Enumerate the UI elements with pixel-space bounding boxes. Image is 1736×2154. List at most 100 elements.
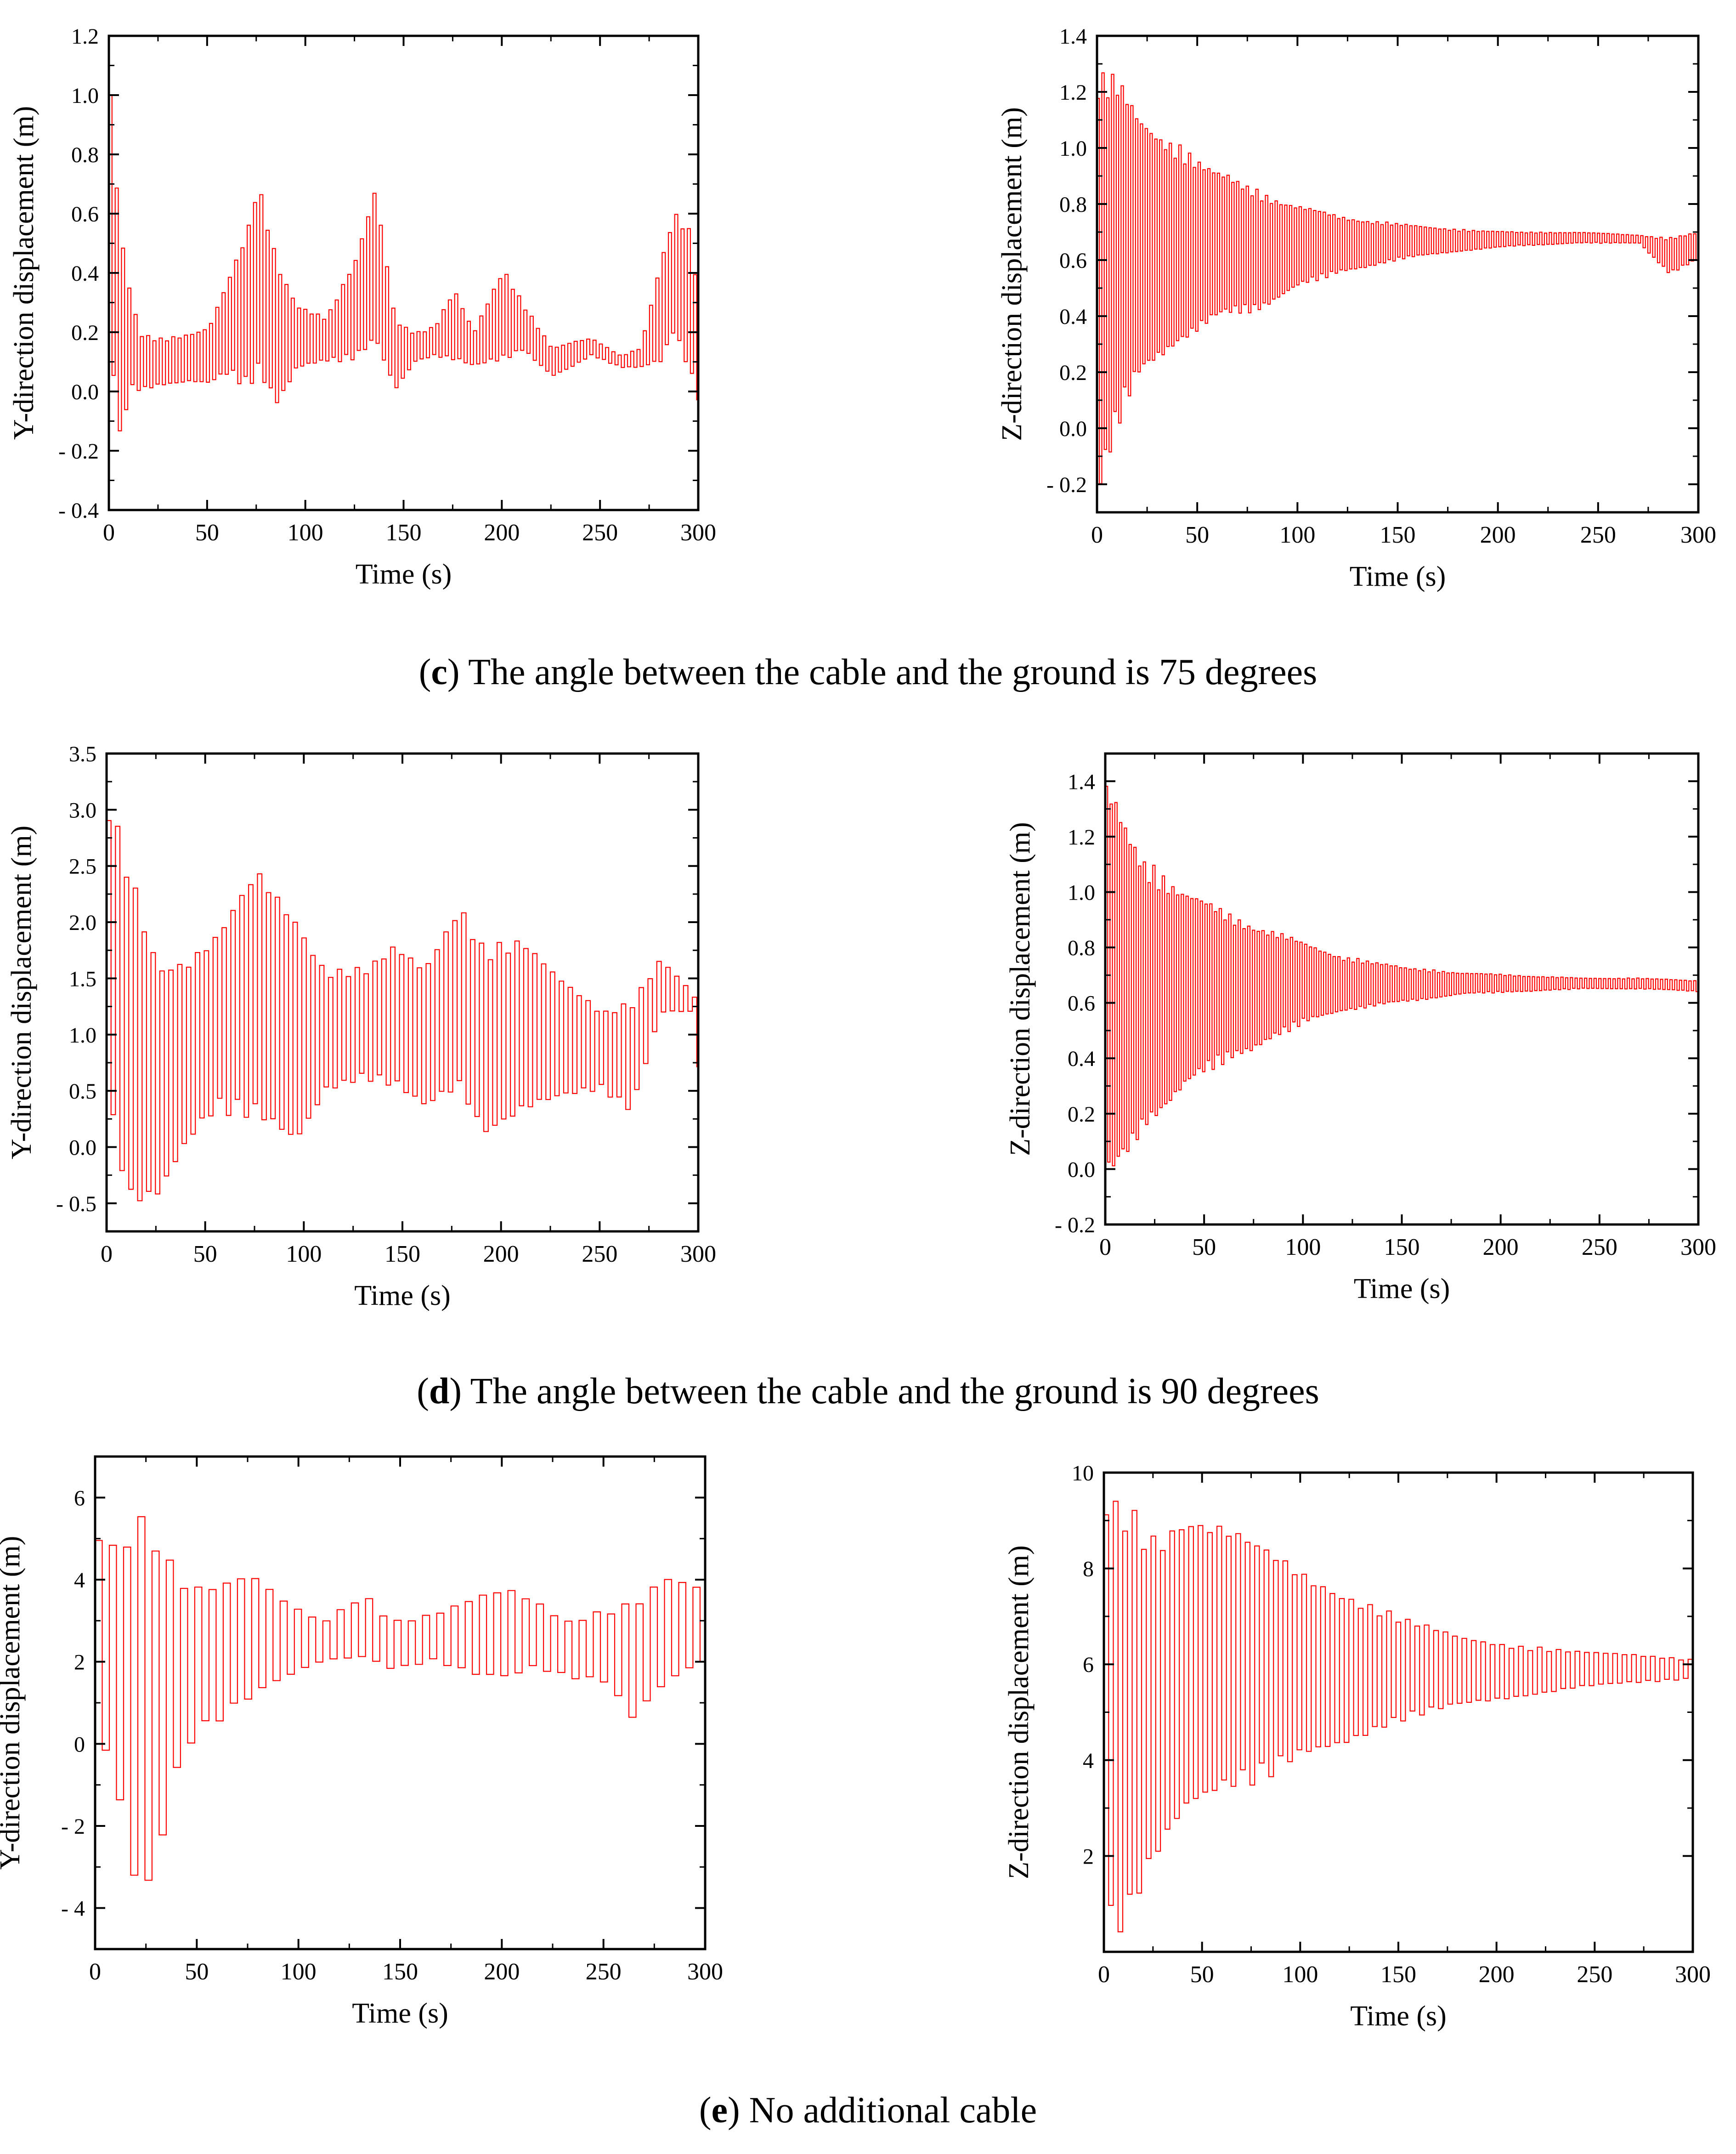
- y-tick-label: 2.0: [69, 911, 96, 935]
- y-tick-label: 0.8: [1068, 936, 1095, 960]
- x-tick-label: 150: [1384, 1234, 1420, 1260]
- y-tick-label: - 0.2: [1046, 473, 1087, 497]
- series-line: [1105, 786, 1698, 1167]
- y-tick-label: 0.0: [69, 1135, 96, 1160]
- x-tick-label: 50: [1190, 1961, 1214, 1988]
- y-tick-label: 1.5: [69, 967, 96, 991]
- x-axis-label: Time (s): [1354, 1273, 1450, 1304]
- x-tick-label: 150: [385, 1241, 420, 1267]
- y-tick-label: 4: [1083, 1749, 1094, 1773]
- x-tick-label: 250: [586, 1959, 622, 1985]
- series-e-z: [1104, 1501, 1693, 1933]
- y-tick-label: 0.8: [1059, 193, 1087, 217]
- x-tick-label: 0: [1091, 522, 1103, 548]
- x-tick-label: 50: [1185, 522, 1209, 548]
- x-tick-label: 100: [286, 1241, 322, 1267]
- y-tick-label: 0.8: [71, 143, 99, 167]
- y-tick-label: 2.5: [69, 855, 96, 879]
- y-tick-label: 1.2: [1059, 80, 1087, 105]
- y-tick-label: - 4: [61, 1897, 85, 1921]
- x-axis-label: Time (s): [354, 1280, 451, 1311]
- y-axis-label: Z-direction displacement (m): [996, 107, 1028, 441]
- y-tick-label: - 0.4: [58, 499, 99, 523]
- x-tick-label: 200: [1480, 522, 1516, 548]
- x-tick-label: 200: [1483, 1234, 1519, 1260]
- y-tick-label: 3.5: [69, 742, 96, 766]
- caption-e: (e) No additional cable: [699, 2090, 1037, 2131]
- x-tick-label: 200: [484, 1959, 520, 1985]
- x-tick-label: 200: [484, 520, 520, 546]
- y-tick-label: 1.0: [1068, 880, 1095, 905]
- y-tick-label: 1.4: [1068, 770, 1095, 794]
- x-tick-label: 100: [1279, 522, 1315, 548]
- x-tick-label: 200: [483, 1241, 519, 1267]
- y-tick-label: 1.2: [71, 24, 99, 49]
- series-line: [109, 94, 697, 431]
- x-tick-label: 100: [1285, 1234, 1321, 1260]
- x-axis-label: Time (s): [352, 1998, 448, 2029]
- y-tick-label: - 0.2: [58, 439, 99, 464]
- y-tick-label: 10: [1072, 1461, 1094, 1485]
- y-tick-label: 1.0: [71, 84, 99, 108]
- series-d-z: [1105, 786, 1698, 1167]
- y-tick-label: 1.2: [1068, 825, 1095, 850]
- y-tick-label: 2: [1083, 1844, 1094, 1869]
- x-tick-label: 300: [1680, 522, 1716, 548]
- chart-c-y: 0 50 100 150 200 250 300 - 0.4 - 0.2 0.0 0.2 0.4 0.6…: [8, 24, 716, 590]
- x-tick-label: 250: [1580, 522, 1616, 548]
- caption-d-text: The angle between the cable and the grou…: [470, 1371, 1319, 1411]
- x-tick-label: 250: [1582, 1234, 1617, 1260]
- caption-c-text: The angle between the cable and the grou…: [468, 652, 1318, 692]
- x-axis-label: Time (s): [1350, 2001, 1447, 2032]
- y-tick-label: 1.4: [1059, 24, 1087, 49]
- x-tick-label: 300: [1675, 1961, 1711, 1988]
- chart-e-y: 0 50 100 150 200 250 300 - 4 - 2 0 2 4 6 Time (s) Y-di…: [0, 1455, 723, 2029]
- x-tick-label: 250: [582, 520, 618, 546]
- caption-d: (d) The angle between the cable and the …: [417, 1371, 1319, 1411]
- chart-e-z: 0 50 100 150 200 250 300 2 4 6 8 10 Time (s) Z-direct…: [1003, 1461, 1711, 2032]
- x-tick-label: 0: [103, 520, 115, 546]
- y-tick-label: 6: [1083, 1653, 1094, 1677]
- y-axis-label: Y-direction displacement (m): [6, 826, 37, 1160]
- caption-e-letter: e: [711, 2090, 728, 2131]
- series-line: [95, 1516, 701, 1881]
- x-tick-label: 50: [185, 1959, 209, 1985]
- y-axis-label: Z-direction displacement (m): [1003, 1545, 1035, 1879]
- y-tick-label: - 0.5: [56, 1192, 96, 1216]
- x-tick-label: 0: [89, 1959, 101, 1985]
- series-line: [1104, 1501, 1693, 1933]
- x-tick-label: 50: [193, 1241, 217, 1267]
- series-c-y: [109, 94, 697, 431]
- y-tick-label: 0.2: [1068, 1102, 1095, 1127]
- y-tick-label: 0: [74, 1732, 85, 1757]
- x-axis-label: Time (s): [356, 559, 452, 590]
- x-tick-label: 200: [1479, 1961, 1515, 1988]
- y-tick-label: 0.2: [1059, 361, 1087, 385]
- series-line: [107, 820, 697, 1202]
- chart-c-z: 0 50 100 150 200 250 300 - 0.2 0.0 0.2 0.4 0.6 0.8 1.…: [996, 24, 1716, 592]
- y-tick-label: 0.4: [71, 261, 99, 286]
- x-tick-label: 300: [1680, 1234, 1716, 1260]
- y-tick-label: 0.4: [1068, 1047, 1095, 1071]
- y-axis-label: Y-direction displacement (m): [8, 106, 40, 440]
- x-tick-label: 50: [1192, 1234, 1216, 1260]
- x-tick-label: 150: [386, 520, 422, 546]
- y-tick-label: 0.2: [71, 321, 99, 345]
- series-e-y: [95, 1516, 701, 1881]
- y-tick-label: 0.6: [1068, 992, 1095, 1016]
- y-axis-label: Y-direction displacement (m): [0, 1536, 26, 1870]
- x-tick-label: 300: [687, 1959, 723, 1985]
- y-axis-label: Z-direction displacement (m): [1005, 822, 1036, 1156]
- y-tick-label: 0.6: [1059, 249, 1087, 273]
- x-tick-label: 150: [382, 1959, 418, 1985]
- series-c-z: [1097, 72, 1698, 484]
- x-axis-label: Time (s): [1350, 561, 1446, 592]
- x-tick-label: 0: [101, 1241, 113, 1267]
- y-tick-label: 1.0: [1059, 136, 1087, 161]
- x-tick-label: 150: [1380, 522, 1416, 548]
- series-line: [1097, 72, 1698, 484]
- x-tick-label: 100: [1282, 1961, 1318, 1988]
- chart-d-y: 0 50 100 150 200 250 300 - 0.5 0.0 0.5 1.0 1.5 2.0 2.…: [6, 742, 716, 1311]
- y-tick-label: 0.5: [69, 1079, 96, 1104]
